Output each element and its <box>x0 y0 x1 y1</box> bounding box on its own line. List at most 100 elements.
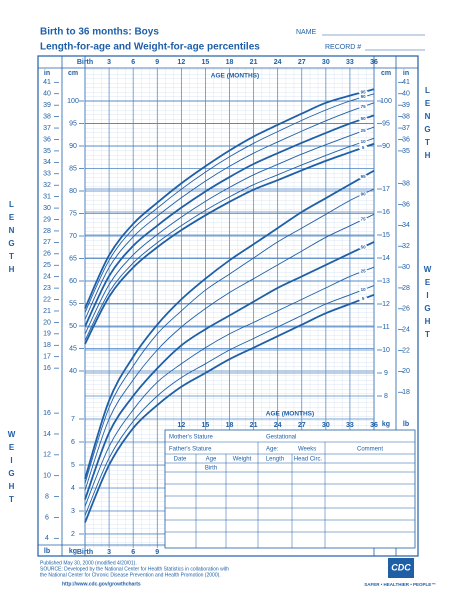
percentile-label: 90 <box>361 191 367 196</box>
y-tick-label: 27 <box>43 239 51 246</box>
y-tick-label: 32 <box>402 243 410 250</box>
y-tick-label: 100 <box>380 98 392 105</box>
father-stature: Father's Stature <box>169 447 212 453</box>
y-tick-label: 2 <box>71 531 75 538</box>
x-tick-label: 21 <box>250 422 258 429</box>
x-tick-label: 6 <box>131 59 135 66</box>
x-tick-label: 21 <box>250 59 258 66</box>
y-tick-label: 4 <box>45 535 49 542</box>
footer-line: the National Center for Chronic Disease … <box>40 572 221 578</box>
y-tick-label: 36 <box>43 136 51 143</box>
side-label: WEIGHT <box>7 430 16 508</box>
x-tick-label: 9 <box>155 59 159 66</box>
y-tick-label: 40 <box>43 91 51 98</box>
y-tick-label: 35 <box>43 148 51 155</box>
column-header: Date <box>174 457 187 463</box>
percentile-label-bg <box>358 128 368 134</box>
y-tick-label: 34 <box>43 159 51 166</box>
x-tick-label: 36 <box>370 422 378 429</box>
percentile-label: 25 <box>361 269 367 274</box>
percentile-label-bg <box>358 174 368 180</box>
x-tick-label: 33 <box>346 59 354 66</box>
y-tick-label: 6 <box>45 514 49 521</box>
axis-unit: kg <box>69 548 77 555</box>
x-tick-label: 24 <box>274 422 282 429</box>
percentile-curve <box>84 88 375 309</box>
y-tick-label: 41 <box>43 79 51 86</box>
y-tick-label: 8 <box>384 393 388 400</box>
record-table: Mother's Stature Gestational Father's St… <box>164 429 416 549</box>
y-tick-label: 17 <box>43 354 51 361</box>
y-tick-label: 16 <box>382 209 390 216</box>
x-tick-label: 12 <box>177 422 185 429</box>
axis-unit: cm <box>381 70 391 77</box>
y-tick-label: 22 <box>43 296 51 303</box>
y-tick-label: 18 <box>402 389 410 396</box>
table-frame <box>164 429 416 549</box>
y-tick-label: 36 <box>402 136 410 143</box>
percentile-curve <box>84 285 375 516</box>
percentile-curve <box>84 213 375 491</box>
x-tick-label: 30 <box>322 59 330 66</box>
axis-unit: in <box>44 70 50 77</box>
y-tick-label: 10 <box>382 347 390 354</box>
y-tick-label: 41 <box>402 79 410 86</box>
percentile-curve <box>84 137 375 341</box>
axis-unit: in <box>403 70 409 77</box>
y-tick-label: 19 <box>43 331 51 338</box>
y-tick-label: 26 <box>402 306 410 313</box>
column-header: Weight <box>233 457 252 463</box>
y-tick-label: 90 <box>382 143 390 150</box>
y-tick-label: 37 <box>43 125 51 132</box>
y-tick-label: 25 <box>43 262 51 269</box>
logo-box <box>388 558 414 578</box>
y-tick-label: 28 <box>402 285 410 292</box>
percentile-label: 10 <box>361 139 367 144</box>
percentile-label: 75 <box>361 217 367 222</box>
axis-unit: lb <box>44 548 50 555</box>
x-tick-label: 36 <box>370 59 378 66</box>
percentile-curve <box>84 169 375 480</box>
percentile-curve <box>84 126 375 335</box>
y-tick-label: 22 <box>402 347 410 354</box>
weeks-label: Weeks <box>298 447 316 453</box>
x-tick-label: Birth <box>77 549 93 556</box>
title: Birth to 36 months: Boys <box>40 27 159 38</box>
x-tick-label: 15 <box>202 59 210 66</box>
percentile-label-bg <box>358 116 368 122</box>
x-tick-label: 18 <box>226 59 234 66</box>
y-tick-label: 12 <box>382 301 390 308</box>
x-tick-label: Birth <box>77 59 93 66</box>
percentile-label: 50 <box>361 244 367 249</box>
percentile-label-bg <box>358 94 368 100</box>
y-tick-label: 24 <box>402 327 410 334</box>
x-tick-label: 15 <box>202 422 210 429</box>
x-tick-label: 12 <box>177 59 185 66</box>
y-tick-label: 17 <box>382 186 390 193</box>
y-tick-label: 65 <box>69 255 77 262</box>
y-tick-label: 16 <box>43 410 51 417</box>
y-tick-label: 37 <box>402 125 410 132</box>
age-label: Age: <box>266 447 279 453</box>
y-tick-label: 32 <box>43 182 51 189</box>
percentile-label: 90 <box>361 94 367 99</box>
y-tick-label: 6 <box>71 439 75 446</box>
column-header: Age <box>206 457 217 463</box>
x-tick-label: 6 <box>131 549 135 556</box>
gestational: Gestational <box>266 435 296 441</box>
y-tick-label: 20 <box>402 368 410 375</box>
y-tick-label: 95 <box>69 120 77 127</box>
y-tick-label: 80 <box>69 188 77 195</box>
slogan: SAFER • HEALTHIER • PEOPLE™ <box>364 582 436 587</box>
percentile-label-bg <box>358 89 368 95</box>
percentile-label: 50 <box>361 116 367 121</box>
percentile-label: 5 <box>362 145 365 150</box>
y-tick-label: 21 <box>43 308 51 315</box>
name-label: NAME <box>296 29 317 36</box>
x-axis-label: AGE (MONTHS) <box>211 73 259 80</box>
axis-unit: lb <box>403 421 409 428</box>
percentile-label: 5 <box>362 296 365 301</box>
footer-line: SOURCE: Developed by the National Center… <box>40 566 229 572</box>
